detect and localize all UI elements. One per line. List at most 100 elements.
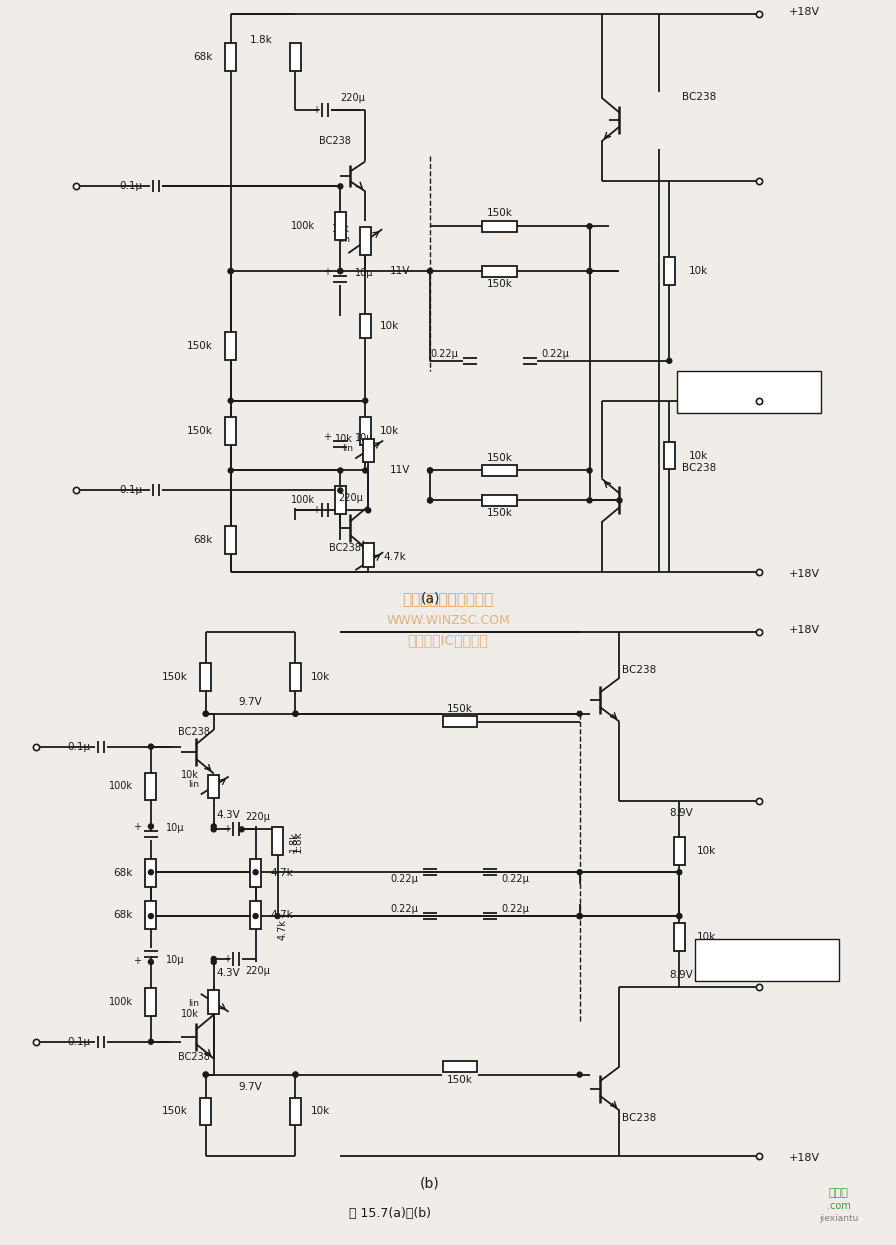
- Circle shape: [149, 824, 153, 829]
- Text: +: +: [223, 824, 230, 834]
- Bar: [208, 990, 220, 1013]
- Text: 0.1μ: 0.1μ: [119, 486, 142, 496]
- Circle shape: [228, 398, 233, 403]
- Circle shape: [676, 914, 682, 919]
- Text: 10k: 10k: [697, 847, 717, 857]
- Text: 68k: 68k: [194, 52, 212, 62]
- Text: 11V: 11V: [390, 466, 410, 476]
- Text: 杭州缝库电子有限公司: 杭州缝库电子有限公司: [402, 593, 494, 608]
- Circle shape: [149, 960, 153, 965]
- Text: BC238: BC238: [623, 665, 657, 675]
- Text: WWW.WINZSC.COM: WWW.WINZSC.COM: [386, 614, 510, 626]
- Circle shape: [293, 1072, 298, 1077]
- Circle shape: [338, 488, 343, 493]
- Text: 100k: 100k: [109, 997, 133, 1007]
- Circle shape: [676, 914, 682, 919]
- Text: 4.7k: 4.7k: [271, 910, 293, 920]
- Circle shape: [228, 269, 233, 274]
- Circle shape: [253, 914, 258, 919]
- Text: BC238: BC238: [330, 543, 361, 553]
- Text: BC238: BC238: [177, 727, 210, 737]
- Text: 100k: 100k: [291, 222, 315, 232]
- Circle shape: [366, 508, 371, 513]
- Circle shape: [203, 1072, 208, 1077]
- Text: jiexiantu: jiexiantu: [819, 1214, 858, 1223]
- Text: 11V: 11V: [390, 266, 410, 276]
- Circle shape: [203, 711, 208, 716]
- Circle shape: [577, 1072, 582, 1077]
- Circle shape: [587, 224, 592, 229]
- Circle shape: [338, 468, 343, 473]
- Text: 150k: 150k: [162, 1107, 188, 1117]
- Text: lin: lin: [188, 781, 199, 789]
- Circle shape: [338, 184, 343, 189]
- Circle shape: [149, 870, 153, 875]
- Text: 10μ: 10μ: [166, 955, 185, 965]
- Text: 4.7k: 4.7k: [278, 919, 288, 940]
- Bar: [272, 828, 283, 855]
- Text: 150k: 150k: [487, 452, 513, 462]
- Circle shape: [427, 468, 433, 473]
- Circle shape: [149, 1040, 153, 1045]
- Bar: [674, 838, 685, 865]
- Text: 10k: 10k: [332, 224, 350, 234]
- Text: (b): (b): [420, 1177, 440, 1190]
- Bar: [664, 258, 675, 285]
- Circle shape: [577, 914, 582, 919]
- Text: +: +: [133, 823, 141, 833]
- Text: 0.22μ: 0.22μ: [430, 349, 458, 359]
- Text: 图 15.7(a)、(b): 图 15.7(a)、(b): [349, 1206, 431, 1220]
- FancyBboxPatch shape: [695, 939, 839, 981]
- Text: 150k: 150k: [487, 208, 513, 218]
- Circle shape: [577, 914, 582, 919]
- Text: 1.8k: 1.8k: [292, 830, 303, 853]
- Text: 220μ: 220μ: [340, 92, 366, 102]
- Text: 10k: 10k: [310, 672, 330, 682]
- Bar: [201, 662, 211, 691]
- Bar: [290, 42, 301, 71]
- Text: +18V: +18V: [789, 569, 820, 579]
- Bar: [482, 496, 517, 505]
- Text: lin: lin: [342, 444, 353, 453]
- Circle shape: [228, 269, 233, 274]
- Text: 4.7k: 4.7k: [271, 868, 293, 878]
- Text: 10μ: 10μ: [166, 823, 185, 833]
- Circle shape: [149, 745, 153, 749]
- Bar: [145, 859, 157, 888]
- Text: 150k: 150k: [487, 279, 513, 289]
- Text: 8.9V: 8.9V: [669, 808, 694, 818]
- Text: 接线图: 接线图: [829, 1188, 849, 1198]
- Text: 100k: 100k: [291, 496, 315, 505]
- Circle shape: [239, 827, 244, 832]
- Circle shape: [617, 498, 622, 503]
- Text: 0.22μ: 0.22μ: [502, 874, 530, 884]
- Text: $V_U=0.5$: $V_U=0.5$: [720, 383, 778, 400]
- Text: +: +: [323, 268, 332, 278]
- Text: lin: lin: [340, 235, 350, 244]
- Circle shape: [676, 870, 682, 875]
- Circle shape: [363, 398, 367, 403]
- Bar: [225, 332, 237, 360]
- Text: 10μ: 10μ: [356, 268, 374, 278]
- Text: +: +: [313, 505, 321, 515]
- Text: 0.1μ: 0.1μ: [67, 1037, 90, 1047]
- Bar: [360, 228, 371, 255]
- Bar: [208, 774, 220, 798]
- Text: 1.8k: 1.8k: [250, 35, 272, 45]
- Text: $V_U=1.0$: $V_U=1.0$: [738, 951, 796, 969]
- Text: 10k: 10k: [689, 266, 709, 276]
- Text: 10k: 10k: [181, 769, 199, 779]
- Circle shape: [577, 870, 582, 875]
- Text: 100k: 100k: [109, 782, 133, 792]
- FancyBboxPatch shape: [677, 371, 821, 412]
- Text: +18V: +18V: [789, 625, 820, 635]
- Text: +18V: +18V: [789, 1153, 820, 1163]
- Text: 150k: 150k: [447, 703, 473, 713]
- Bar: [145, 901, 157, 929]
- Circle shape: [427, 269, 433, 274]
- Text: 150k: 150k: [187, 426, 212, 436]
- Bar: [225, 417, 237, 444]
- Circle shape: [211, 827, 216, 832]
- Text: .com: .com: [827, 1201, 850, 1211]
- Circle shape: [211, 956, 216, 961]
